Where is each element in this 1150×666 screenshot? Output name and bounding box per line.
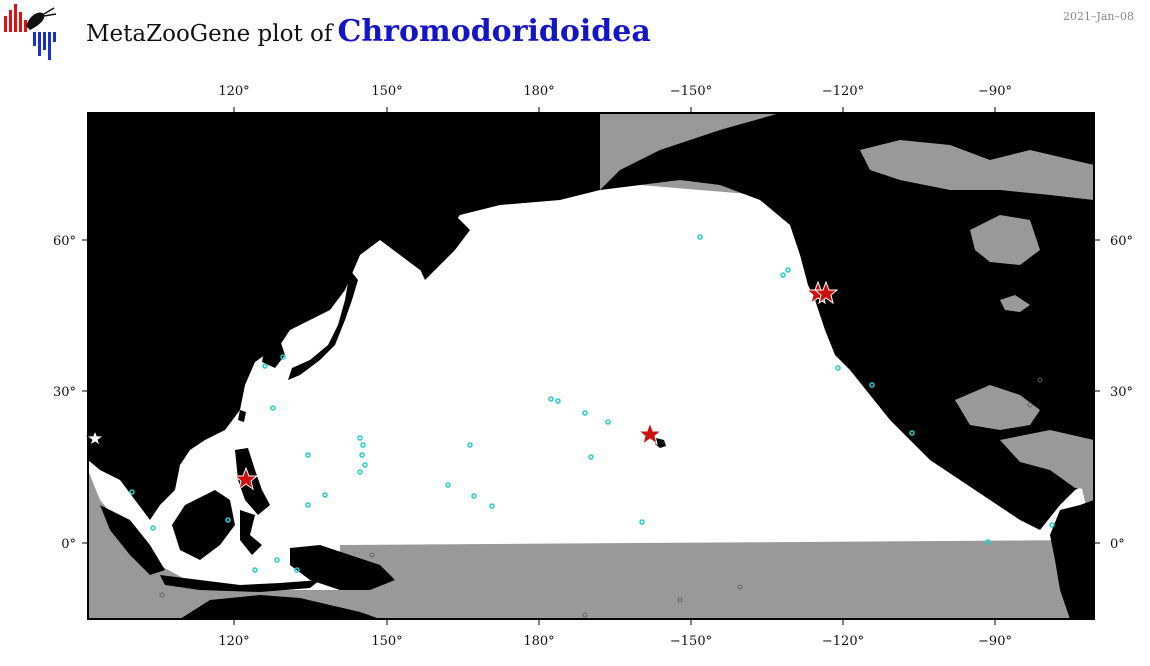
sample-circle [357, 435, 363, 441]
borneo [172, 490, 235, 560]
sample-circles [129, 234, 1055, 573]
sample-circle [262, 363, 268, 369]
longitude-ticks [233, 107, 996, 625]
caribbean-sea [1000, 430, 1094, 490]
sample-circle [445, 482, 451, 488]
top-lon-label: 180° [523, 84, 554, 99]
sample-circle [489, 503, 495, 509]
record-stars [233, 280, 839, 491]
sample-circle [294, 567, 300, 573]
top-lon-label: 120° [218, 84, 249, 99]
bottom-lon-label: −150° [670, 634, 712, 649]
grey-circle [1027, 402, 1033, 408]
bottom-lon-label: 120° [218, 634, 249, 649]
bottom-lon-label: −90° [978, 634, 1012, 649]
top-lon-label: −150° [670, 84, 712, 99]
sample-circle [225, 517, 231, 523]
philippines [235, 448, 270, 515]
sample-circle [270, 405, 276, 411]
sumatra [100, 505, 165, 575]
latitude-ticks [82, 239, 1100, 544]
bottom-lon-label: 180° [523, 634, 554, 649]
left-lat-label: 0° [61, 537, 76, 552]
map-body [88, 113, 1094, 619]
sample-circle [252, 567, 258, 573]
north-america [600, 113, 1094, 530]
bottom-lon-label: −120° [822, 634, 864, 649]
hudson-bay [970, 215, 1040, 265]
grey-circle [677, 597, 683, 603]
grey-circles [159, 377, 1043, 618]
sample-circle [555, 398, 561, 404]
great-lakes [1000, 295, 1030, 312]
sulawesi [240, 510, 262, 555]
sample-circle [357, 469, 363, 475]
japan [288, 270, 358, 380]
taxon-name: Chromodoridoidea [337, 14, 651, 49]
sample-circle [280, 354, 286, 360]
arctic-water [860, 140, 1094, 200]
sample-circle [274, 557, 280, 563]
sample-circle [467, 442, 473, 448]
asia-landmass [88, 113, 600, 520]
sample-circle [305, 452, 311, 458]
top-lon-label: −90° [978, 84, 1012, 99]
sample-circle [835, 365, 841, 371]
map-frame [87, 112, 1095, 620]
grey-circle [369, 552, 375, 558]
taiwan [238, 410, 246, 422]
sample-circle [322, 492, 328, 498]
bottom-lon-label: 150° [371, 634, 402, 649]
sample-circle [582, 410, 588, 416]
plot-date: 2021–Jan–08 [1062, 10, 1134, 23]
korea [262, 340, 285, 368]
red-star-icon [637, 421, 663, 446]
grey-circle [737, 584, 743, 590]
top-lon-label: 150° [371, 84, 402, 99]
hawaii [655, 438, 666, 448]
top-lon-label: −120° [822, 84, 864, 99]
sample-circle [869, 382, 875, 388]
right-lat-label: 30° [1110, 385, 1133, 400]
sample-circle [785, 267, 791, 273]
java-chain [160, 575, 320, 592]
left-lat-label: 60° [53, 234, 76, 249]
sample-circle [605, 419, 611, 425]
sample-circle [129, 489, 135, 495]
sample-circle [150, 525, 156, 531]
left-lat-label: 30° [53, 385, 76, 400]
grey-circle [1037, 377, 1043, 383]
red-star-icon [813, 280, 839, 305]
sample-circle [548, 396, 554, 402]
metazoogene-logo [0, 0, 64, 62]
sample-circle [909, 430, 915, 436]
grey-circle [159, 592, 165, 598]
sample-circle [305, 502, 311, 508]
new-guinea [290, 545, 395, 590]
white-star-icon [85, 429, 105, 446]
right-lat-label: 60° [1110, 234, 1133, 249]
sample-circle [639, 519, 645, 525]
grey-circle [582, 612, 588, 618]
right-lat-label: 0° [1110, 537, 1125, 552]
sample-circle [362, 462, 368, 468]
sample-circle [780, 272, 786, 278]
sakhalin-kamchatka [418, 215, 470, 280]
sample-circle [588, 454, 594, 460]
sample-circle [985, 539, 991, 545]
sample-circle [1049, 522, 1055, 528]
sample-circle [697, 234, 703, 240]
red-star-icon [233, 466, 259, 491]
sample-circle [360, 442, 366, 448]
south-america [1050, 500, 1094, 619]
sample-circle [471, 493, 477, 499]
australia [180, 595, 380, 619]
sample-circle [359, 452, 365, 458]
gulf-of-mexico [955, 385, 1040, 430]
title-prefix: MetaZooGene plot of [86, 21, 333, 47]
page-title: MetaZooGene plot of Chromodoridoidea [86, 14, 651, 54]
